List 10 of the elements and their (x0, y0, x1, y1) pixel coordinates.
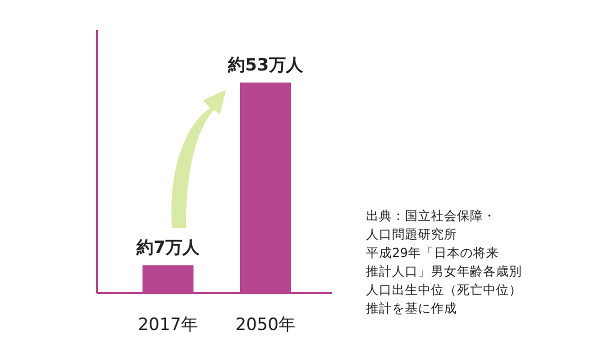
text: 推計を基に作成 (366, 300, 457, 316)
text: 人口問題研究所 (366, 226, 457, 242)
text: 平成29年「日本の将来 (366, 245, 499, 260)
data-label: 約7万人 (136, 238, 200, 258)
data-label: 約53万人 (227, 56, 304, 76)
x-tick-label: 2017年 (138, 315, 198, 335)
text: 人口出生中位（死亡中位） (366, 282, 522, 297)
x-tick-label: 2050年 (235, 315, 296, 335)
source-note: 出典：国立社会保障・ (366, 208, 496, 223)
text: 推計人口」男女年齢各歳別 (366, 264, 522, 278)
